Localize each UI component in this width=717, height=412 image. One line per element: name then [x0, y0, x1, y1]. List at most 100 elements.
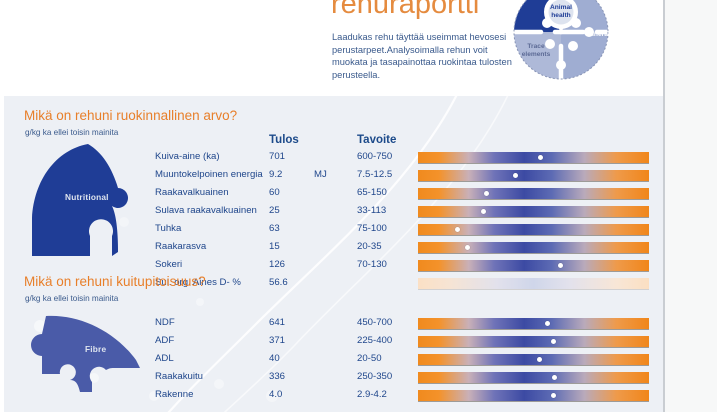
row-result-value: 15 [269, 241, 280, 252]
row-result-value: 641 [269, 317, 286, 328]
row-nutrient-name: ADL [155, 353, 174, 364]
header-description: Laadukas rehu täyttää useimmat hevosesi … [332, 32, 512, 80]
puzzle-piece-fibre: Fibre [26, 312, 148, 398]
table-row: NDF 641 450-700 [4, 317, 663, 335]
puzzle-piece-nutritional: Nutritional [26, 140, 148, 260]
section-nutritional: Mikä on rehuni ruokinnallinen arvo? g/kg… [4, 104, 663, 289]
row-result-value: 40 [269, 353, 280, 364]
row-nutrient-name: ADF [155, 335, 175, 346]
gauge-bar [418, 206, 649, 217]
table-row: ADF 371 225-400 [4, 335, 663, 353]
svg-text:health: health [551, 12, 570, 19]
gauge-marker-dot [454, 227, 460, 232]
row-nutrient-name: Kuiva-aine (ka) [155, 151, 220, 162]
row-target-range: 33-113 [357, 205, 387, 216]
gauge-marker-dot [544, 321, 550, 326]
gauge-bar [418, 170, 649, 181]
gauge-marker-dot [551, 375, 557, 380]
puzzle-piece-label-nutritional: Nutritional [65, 192, 109, 202]
row-nutrient-name: Raakarasva [155, 241, 207, 252]
gauge-bar [418, 278, 649, 289]
row-result-value: 63 [269, 223, 280, 234]
row-result-value: 701 [269, 151, 286, 162]
row-nutrient-name: NDF [155, 317, 175, 328]
gauge-marker-dot [557, 263, 563, 268]
row-target-range: 450-700 [357, 317, 393, 328]
row-target-range: 20-35 [357, 241, 382, 252]
column-header-result-nutritional: Tulos [269, 134, 299, 146]
row-result-value: 126 [269, 259, 286, 270]
row-nutrient-name: Rakenne [155, 389, 194, 400]
gauge-marker-dot [550, 393, 556, 398]
gauge-marker-dot [550, 339, 556, 344]
gauge-marker-dot [481, 209, 487, 214]
table-row: Sulava raakavalkuainen 25 33-113 [4, 205, 663, 223]
row-target-range: 20-50 [357, 353, 382, 364]
gauge-bar [418, 188, 649, 199]
gauge-marker-dot [512, 173, 518, 178]
gauge-marker-dot [536, 357, 542, 362]
gauge-bar [418, 336, 649, 347]
table-row: Rakenne 4.0 2.9-4.2 [4, 389, 663, 407]
gauge-marker-dot [483, 191, 489, 196]
row-target-range: 2.9-4.2 [357, 389, 387, 400]
gauge-bar [418, 224, 649, 235]
gauge-bar [418, 318, 649, 329]
row-target-range: 75-100 [357, 223, 387, 234]
table-row: Raakarasva 15 20-35 [4, 241, 663, 259]
row-target-range: 600-750 [357, 151, 393, 162]
row-result-value: 371 [269, 335, 286, 346]
gauge-marker-dot [465, 245, 471, 250]
row-nutrient-name: Sul. org. Aines D- % [155, 277, 241, 288]
svg-text:elements: elements [522, 51, 551, 58]
table-row: ADL 40 20-50 [4, 353, 663, 371]
table-row: Raakavalkuainen 60 65-150 [4, 187, 663, 205]
gauge-bar [418, 152, 649, 163]
section-subtitle-nutritional: g/kg ka ellei toisin mainita [25, 128, 119, 137]
page-title: rehuraportti [331, 0, 480, 20]
report-sheet: rehuraportti Laadukas rehu täyttää useim… [0, 0, 665, 412]
row-target-range: 7.5-12.5 [357, 169, 393, 180]
puzzle-label-trace-elements: Trace [527, 43, 545, 50]
row-result-value: 60 [269, 187, 280, 198]
content-panel: Mikä on rehuni ruokinnallinen arvo? g/kg… [4, 96, 663, 412]
row-nutrient-name: Raakakuitu [155, 371, 203, 382]
gauge-bar [418, 260, 649, 271]
row-target-range: 250-350 [357, 371, 393, 382]
section-title-fibre: Mikä on rehuni kuitupitoisuus? [24, 274, 206, 289]
row-result-value: 336 [269, 371, 286, 382]
table-row: Raakakuitu 336 250-350 [4, 371, 663, 389]
report-header: rehuraportti Laadukas rehu täyttää useim… [0, 0, 663, 90]
puzzle-circle-graphic: Animal health Minerals Trace elements [497, 0, 625, 89]
gauge-bar [418, 242, 649, 253]
row-result-value: 4.0 [269, 389, 283, 400]
row-target-range: 225-400 [357, 335, 393, 346]
table-row: Kuiva-aine (ka) 701 600-750 [4, 151, 663, 169]
row-result-value: 56.6 [269, 277, 288, 288]
row-nutrient-name: Sulava raakavalkuainen [155, 205, 257, 216]
puzzle-piece-label-fibre: Fibre [85, 344, 107, 354]
row-result-value: 9.2 [269, 169, 283, 180]
table-row: Sul. org. Aines D- % 56.6 [4, 277, 663, 295]
row-target-range: 70-130 [357, 259, 387, 270]
gauge-marker-dot [537, 155, 543, 160]
table-row: Muuntokelpoinen energia 9.2 MJ 7.5-12.5 [4, 169, 663, 187]
gauge-bar [418, 390, 649, 401]
column-header-target-nutritional: Tavoite [357, 134, 397, 146]
puzzle-label-minerals: Minerals [587, 31, 614, 38]
section-fibre: Mikä on rehuni kuitupitoisuus? g/kg ka e… [4, 272, 663, 412]
puzzle-label-animal-health: Animal [550, 4, 572, 11]
row-nutrient-name: Sokeri [155, 259, 183, 270]
row-unit: MJ [314, 169, 327, 180]
section-title-nutritional: Mikä on rehuni ruokinnallinen arvo? [24, 108, 238, 123]
table-row: Sokeri 126 70-130 [4, 259, 663, 277]
row-target-range: 65-150 [357, 187, 387, 198]
row-nutrient-name: Muuntokelpoinen energia [155, 169, 263, 180]
gauge-bar [418, 354, 649, 365]
table-row: Tuhka 63 75-100 [4, 223, 663, 241]
row-result-value: 25 [269, 205, 280, 216]
gauge-bar [418, 372, 649, 383]
row-nutrient-name: Raakavalkuainen [155, 187, 229, 198]
section-subtitle-fibre: g/kg ka ellei toisin mainita [25, 294, 119, 303]
